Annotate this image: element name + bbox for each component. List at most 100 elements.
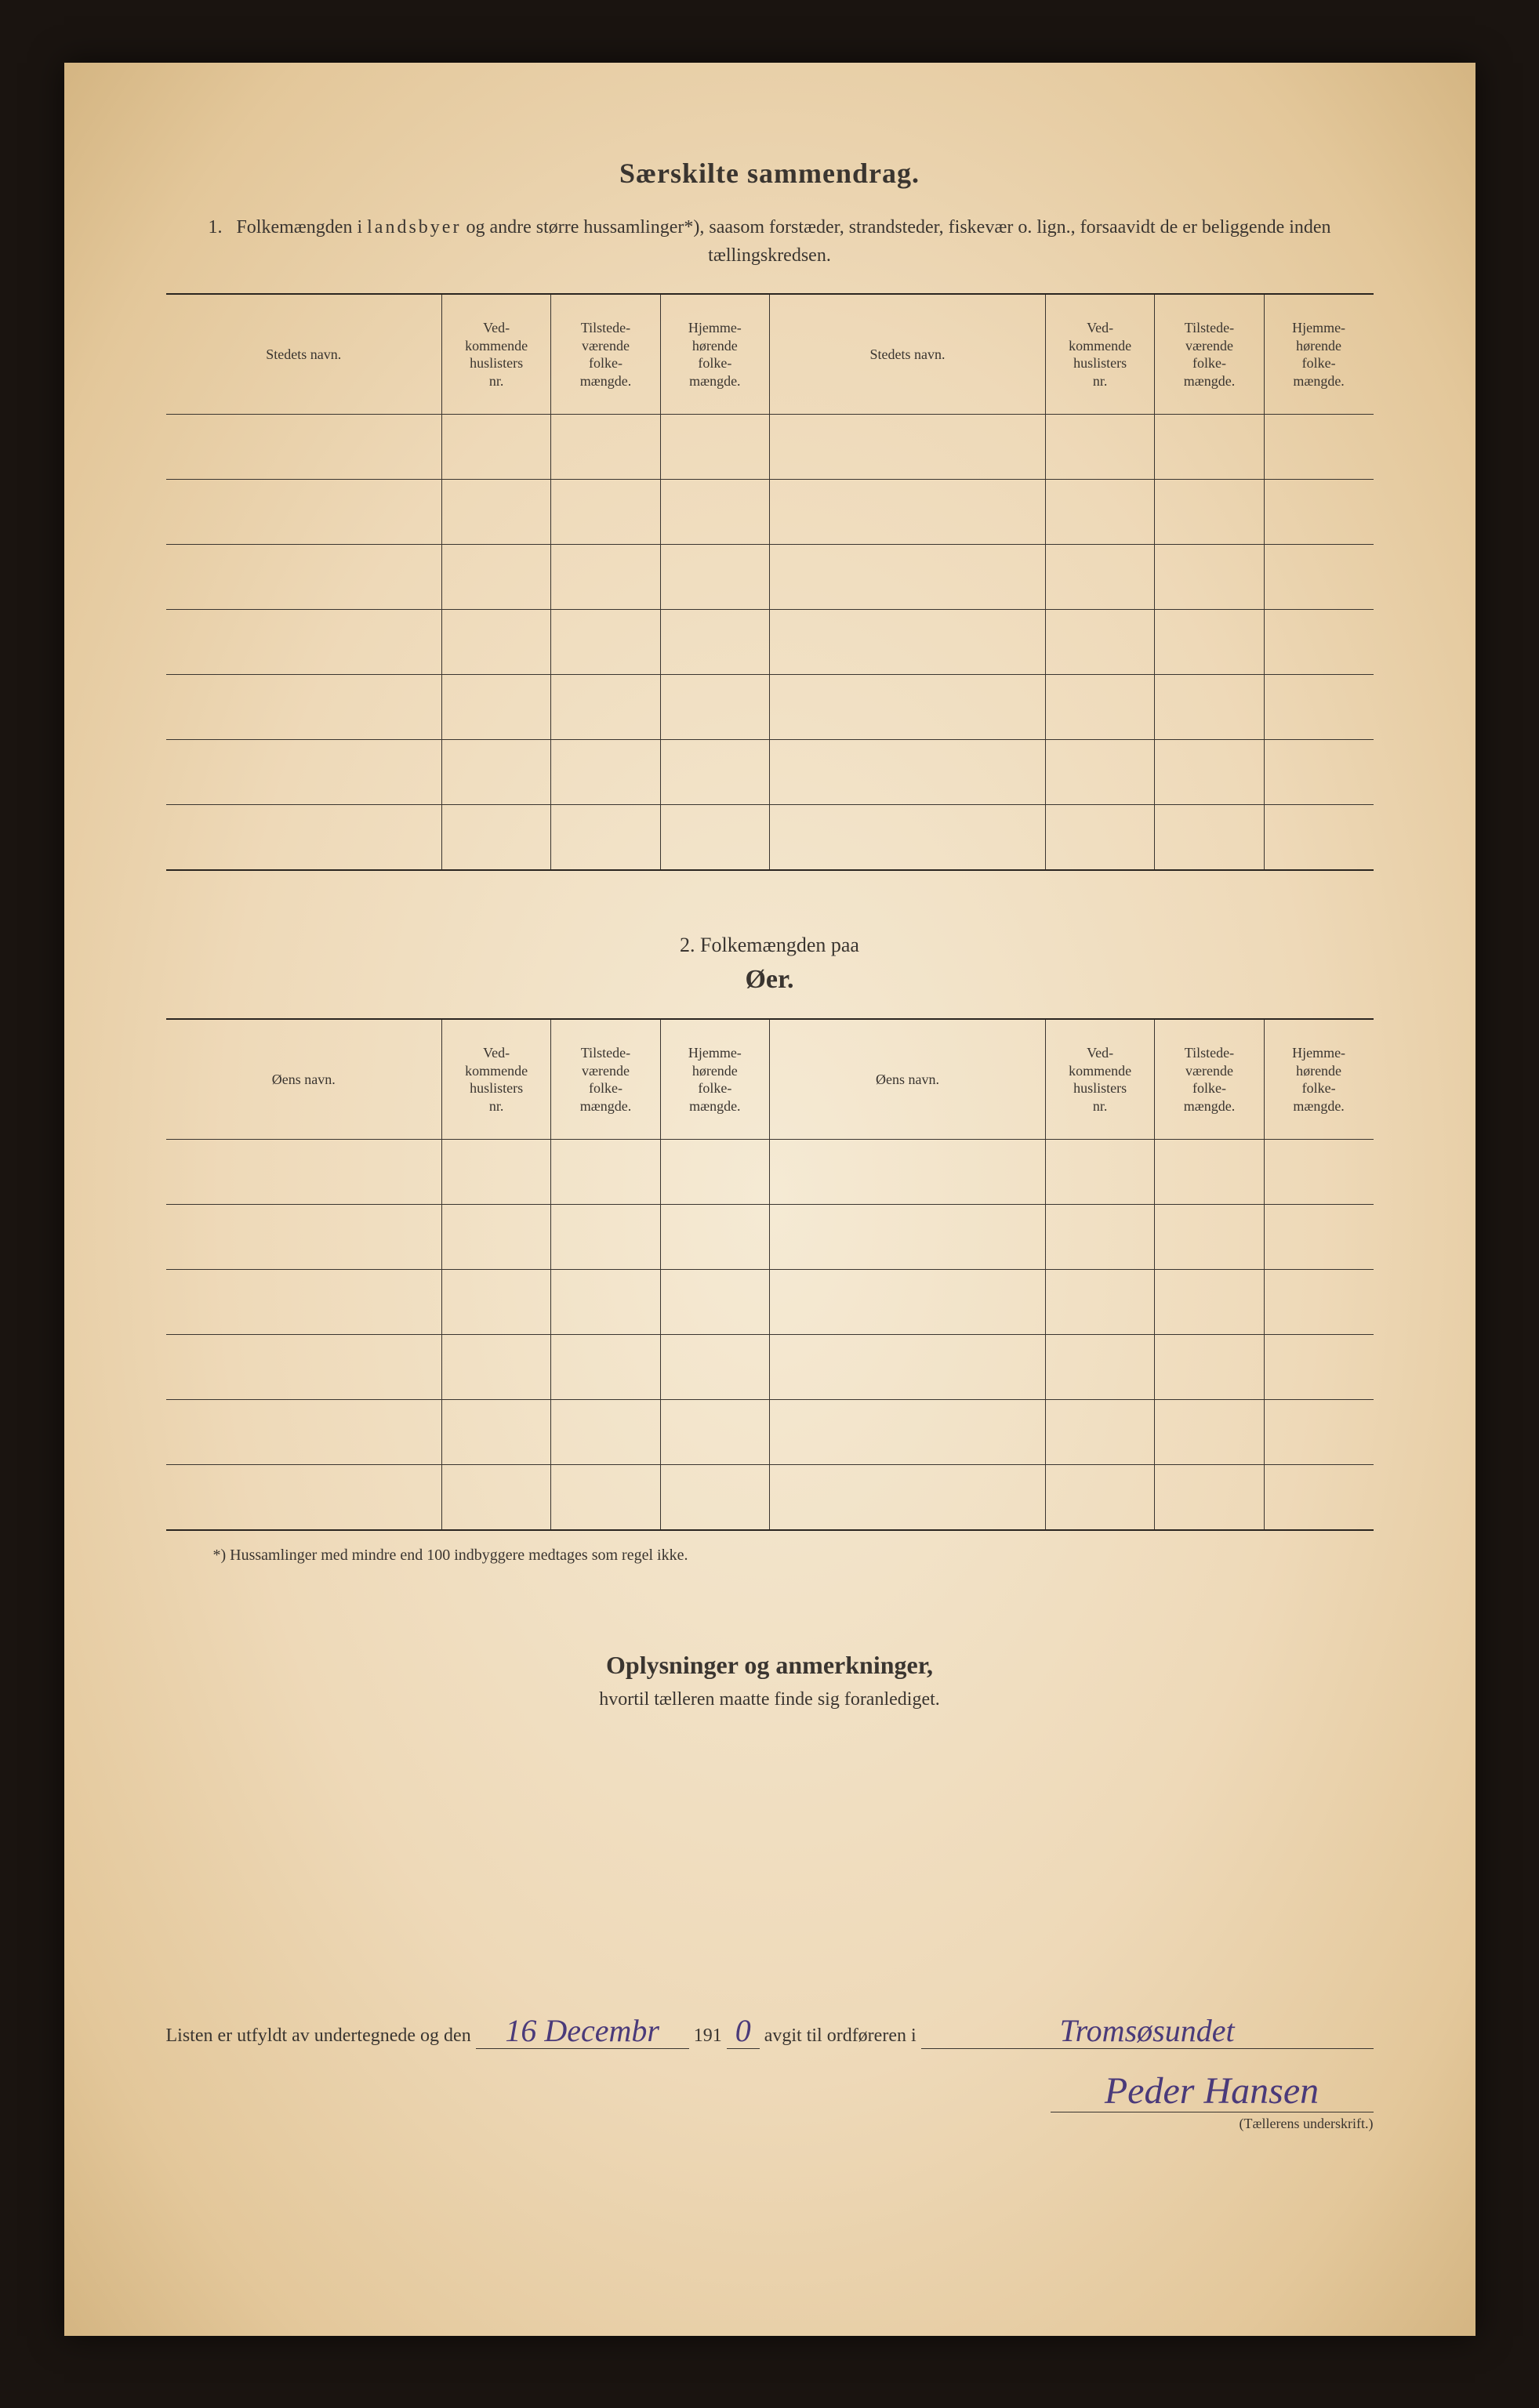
table-row [166,1205,1374,1270]
table-cell [1264,1140,1373,1205]
table-cell [166,1335,442,1400]
intro-spaced: landsbyer [367,217,461,238]
table-cell [166,415,442,480]
section2-label: 2. Folkemængden paa [166,934,1374,957]
table-cell [1264,740,1373,805]
table-cell [1155,1205,1264,1270]
th-tilstede-1: Tilstede-værendefolke-mængde. [551,294,660,415]
table-cell [769,1270,1045,1335]
table-row [166,805,1374,871]
section1-number: 1. [208,217,222,238]
sig-date-hand: 16 Decembr [476,2015,689,2049]
table-cell [1264,610,1373,675]
table-cell [1155,545,1264,610]
table-cell [442,480,551,545]
table-cell [769,545,1045,610]
table-cell [166,1205,442,1270]
table-cell [1264,545,1373,610]
table-cell [166,805,442,871]
th-hjemme-1: Hjemme-hørendefolke-mængde. [660,294,769,415]
table-cell [660,740,769,805]
section1-intro: 1. Folkemængden i landsbyer og andre stø… [198,213,1342,270]
table-cell [442,610,551,675]
table-cell [166,1270,442,1335]
table-cell [660,1400,769,1465]
table-cell [1264,1205,1373,1270]
table-cell [1264,480,1373,545]
table-row [166,1465,1374,1531]
intro-pre: Folkemængden i [236,217,367,238]
table-row [166,545,1374,610]
th2-huslister-1: Ved-kommendehuslistersnr. [442,1019,551,1140]
table-cell [769,1205,1045,1270]
table-cell [1155,675,1264,740]
table-cell [1045,1205,1154,1270]
table-cell [1045,415,1154,480]
table-cell [1264,675,1373,740]
table-cell [660,1465,769,1531]
table-cell [1045,1270,1154,1335]
table-cell [1155,1465,1264,1531]
table-cell [166,545,442,610]
signer-name-row: Peder Hansen [166,2073,1374,2112]
table-cell [551,610,660,675]
main-title: Særskilte sammendrag. [166,157,1374,190]
th2-tilstede-2: Tilstede-værendefolke-mængde. [1155,1019,1264,1140]
table-cell [551,415,660,480]
table-cell [442,1270,551,1335]
table-cell [1155,480,1264,545]
table-cell [1045,1335,1154,1400]
table-cell [166,480,442,545]
sig-mid: avgit til ordføreren i [764,2025,917,2047]
table-cell [1045,545,1154,610]
table-cell [551,1465,660,1531]
table-cell [166,1140,442,1205]
table-cell [442,1465,551,1531]
table-cell [769,480,1045,545]
table-row [166,740,1374,805]
table-cell [769,1465,1045,1531]
section2-title: Øer. [166,965,1374,995]
table-cell [1045,1140,1154,1205]
th2-tilstede-1: Tilstede-værendefolke-mængde. [551,1019,660,1140]
table-cell [1155,1140,1264,1205]
table1-body [166,415,1374,871]
table-cell [551,1270,660,1335]
table-cell [442,1140,551,1205]
table-cell [1155,610,1264,675]
table-cell [442,545,551,610]
table-cell [166,1400,442,1465]
table-cell [166,740,442,805]
th-hjemme-2: Hjemme-hørendefolke-mængde. [1264,294,1373,415]
table-cell [660,805,769,871]
table-cell [769,610,1045,675]
table-cell [660,480,769,545]
table-row [166,1335,1374,1400]
table-cell [551,480,660,545]
table-cell [1155,1270,1264,1335]
table-cell [1155,805,1264,871]
table-cell [660,545,769,610]
table-cell [551,545,660,610]
th-name-2: Stedets navn. [769,294,1045,415]
table-cell [1045,675,1154,740]
table-cell [660,1140,769,1205]
table2-body [166,1140,1374,1531]
table-row [166,415,1374,480]
table-cell [166,1465,442,1531]
table-cell [551,1140,660,1205]
table-cell [551,675,660,740]
sig-place-hand: Tromsøsundet [921,2015,1374,2049]
table-cell [769,1400,1045,1465]
table-cell [442,415,551,480]
th2-name-1: Øens navn. [166,1019,442,1140]
table-cell [769,740,1045,805]
table-cell [1045,480,1154,545]
th-tilstede-2: Tilstede-værendefolke-mængde. [1155,294,1264,415]
table-cell [1155,1400,1264,1465]
table-row [166,1270,1374,1335]
remarks-title: Oplysninger og anmerkninger, [166,1651,1374,1680]
footnote: *) Hussamlinger med mindre end 100 indby… [213,1547,1374,1565]
table-cell [551,1400,660,1465]
table-cell [769,675,1045,740]
